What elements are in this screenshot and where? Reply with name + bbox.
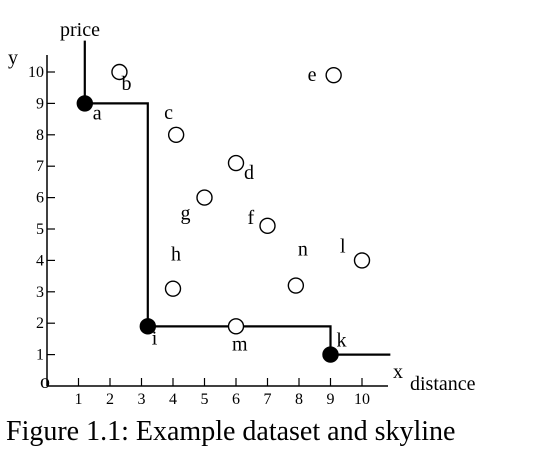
figure-caption: Figure 1.1: Example dataset and skyline (6, 416, 455, 447)
y-tick-label: 4 (36, 252, 44, 269)
point-label-a: a (93, 102, 102, 124)
y-tick-label: 2 (36, 315, 44, 332)
y-tick-label: 10 (28, 64, 44, 81)
point-label-i: i (152, 327, 158, 349)
axes (46, 55, 388, 387)
y-tick-label: 9 (36, 95, 44, 112)
point-label-g: g (181, 203, 191, 225)
data-point-g (196, 189, 213, 206)
data-point-e (325, 66, 342, 84)
point-label-f: f (248, 207, 255, 229)
point-label-c: c (164, 102, 173, 124)
point-label-e: e (308, 64, 317, 86)
x-tick-label: 4 (169, 391, 177, 408)
x-tick-label: 10 (354, 391, 370, 408)
data-point-f (259, 217, 276, 235)
data-point-h (164, 280, 182, 297)
x-axis-name: distance (410, 373, 476, 395)
point-label-n: n (298, 239, 308, 261)
y-axis-name: price (60, 19, 100, 41)
y-tick-label: 6 (36, 190, 44, 207)
data-point-k (322, 346, 339, 363)
point-label-l: l (340, 235, 346, 257)
x-tick-label: 2 (106, 391, 114, 408)
y-axis-symbol: y (8, 47, 18, 69)
y-tick-label: 8 (36, 127, 44, 144)
ticks: 1 2 3 4 5 6 7 8 9 10 1 2 3 4 5 6 7 8 9 10 (28, 64, 370, 408)
data-point-d (227, 154, 245, 172)
x-tick-label: 7 (264, 391, 272, 408)
point-label-d: d (244, 162, 254, 184)
x-tick-label: 6 (232, 391, 240, 408)
data-point-m (227, 318, 245, 335)
data-point-a (76, 95, 94, 112)
x-tick-label: 8 (295, 391, 303, 408)
data-points: ab c d e f gh i k l m n (76, 63, 371, 363)
data-point-i (139, 318, 157, 335)
y-tick-label: 1 (36, 347, 44, 364)
point-label-m: m (232, 333, 248, 355)
y-tick-label: 7 (36, 158, 44, 175)
x-axis-symbol: x (393, 361, 403, 383)
origin-label: o (40, 371, 50, 393)
x-tick-label: 9 (327, 391, 335, 408)
x-tick-label: 3 (138, 391, 146, 408)
point-label-h: h (171, 244, 181, 266)
data-point-l (353, 252, 371, 269)
point-label-b: b (121, 73, 131, 95)
y-tick-label: 3 (36, 284, 44, 301)
y-tick-label: 5 (36, 221, 44, 238)
x-tick-label: 1 (75, 391, 83, 408)
point-label-k: k (337, 330, 347, 352)
data-point-c (167, 126, 185, 144)
x-tick-label: 5 (201, 391, 209, 408)
axis-labels: price y x distance o Figure 1.1: Example… (6, 19, 476, 447)
data-point-b (111, 63, 128, 81)
data-point-n (287, 277, 305, 294)
